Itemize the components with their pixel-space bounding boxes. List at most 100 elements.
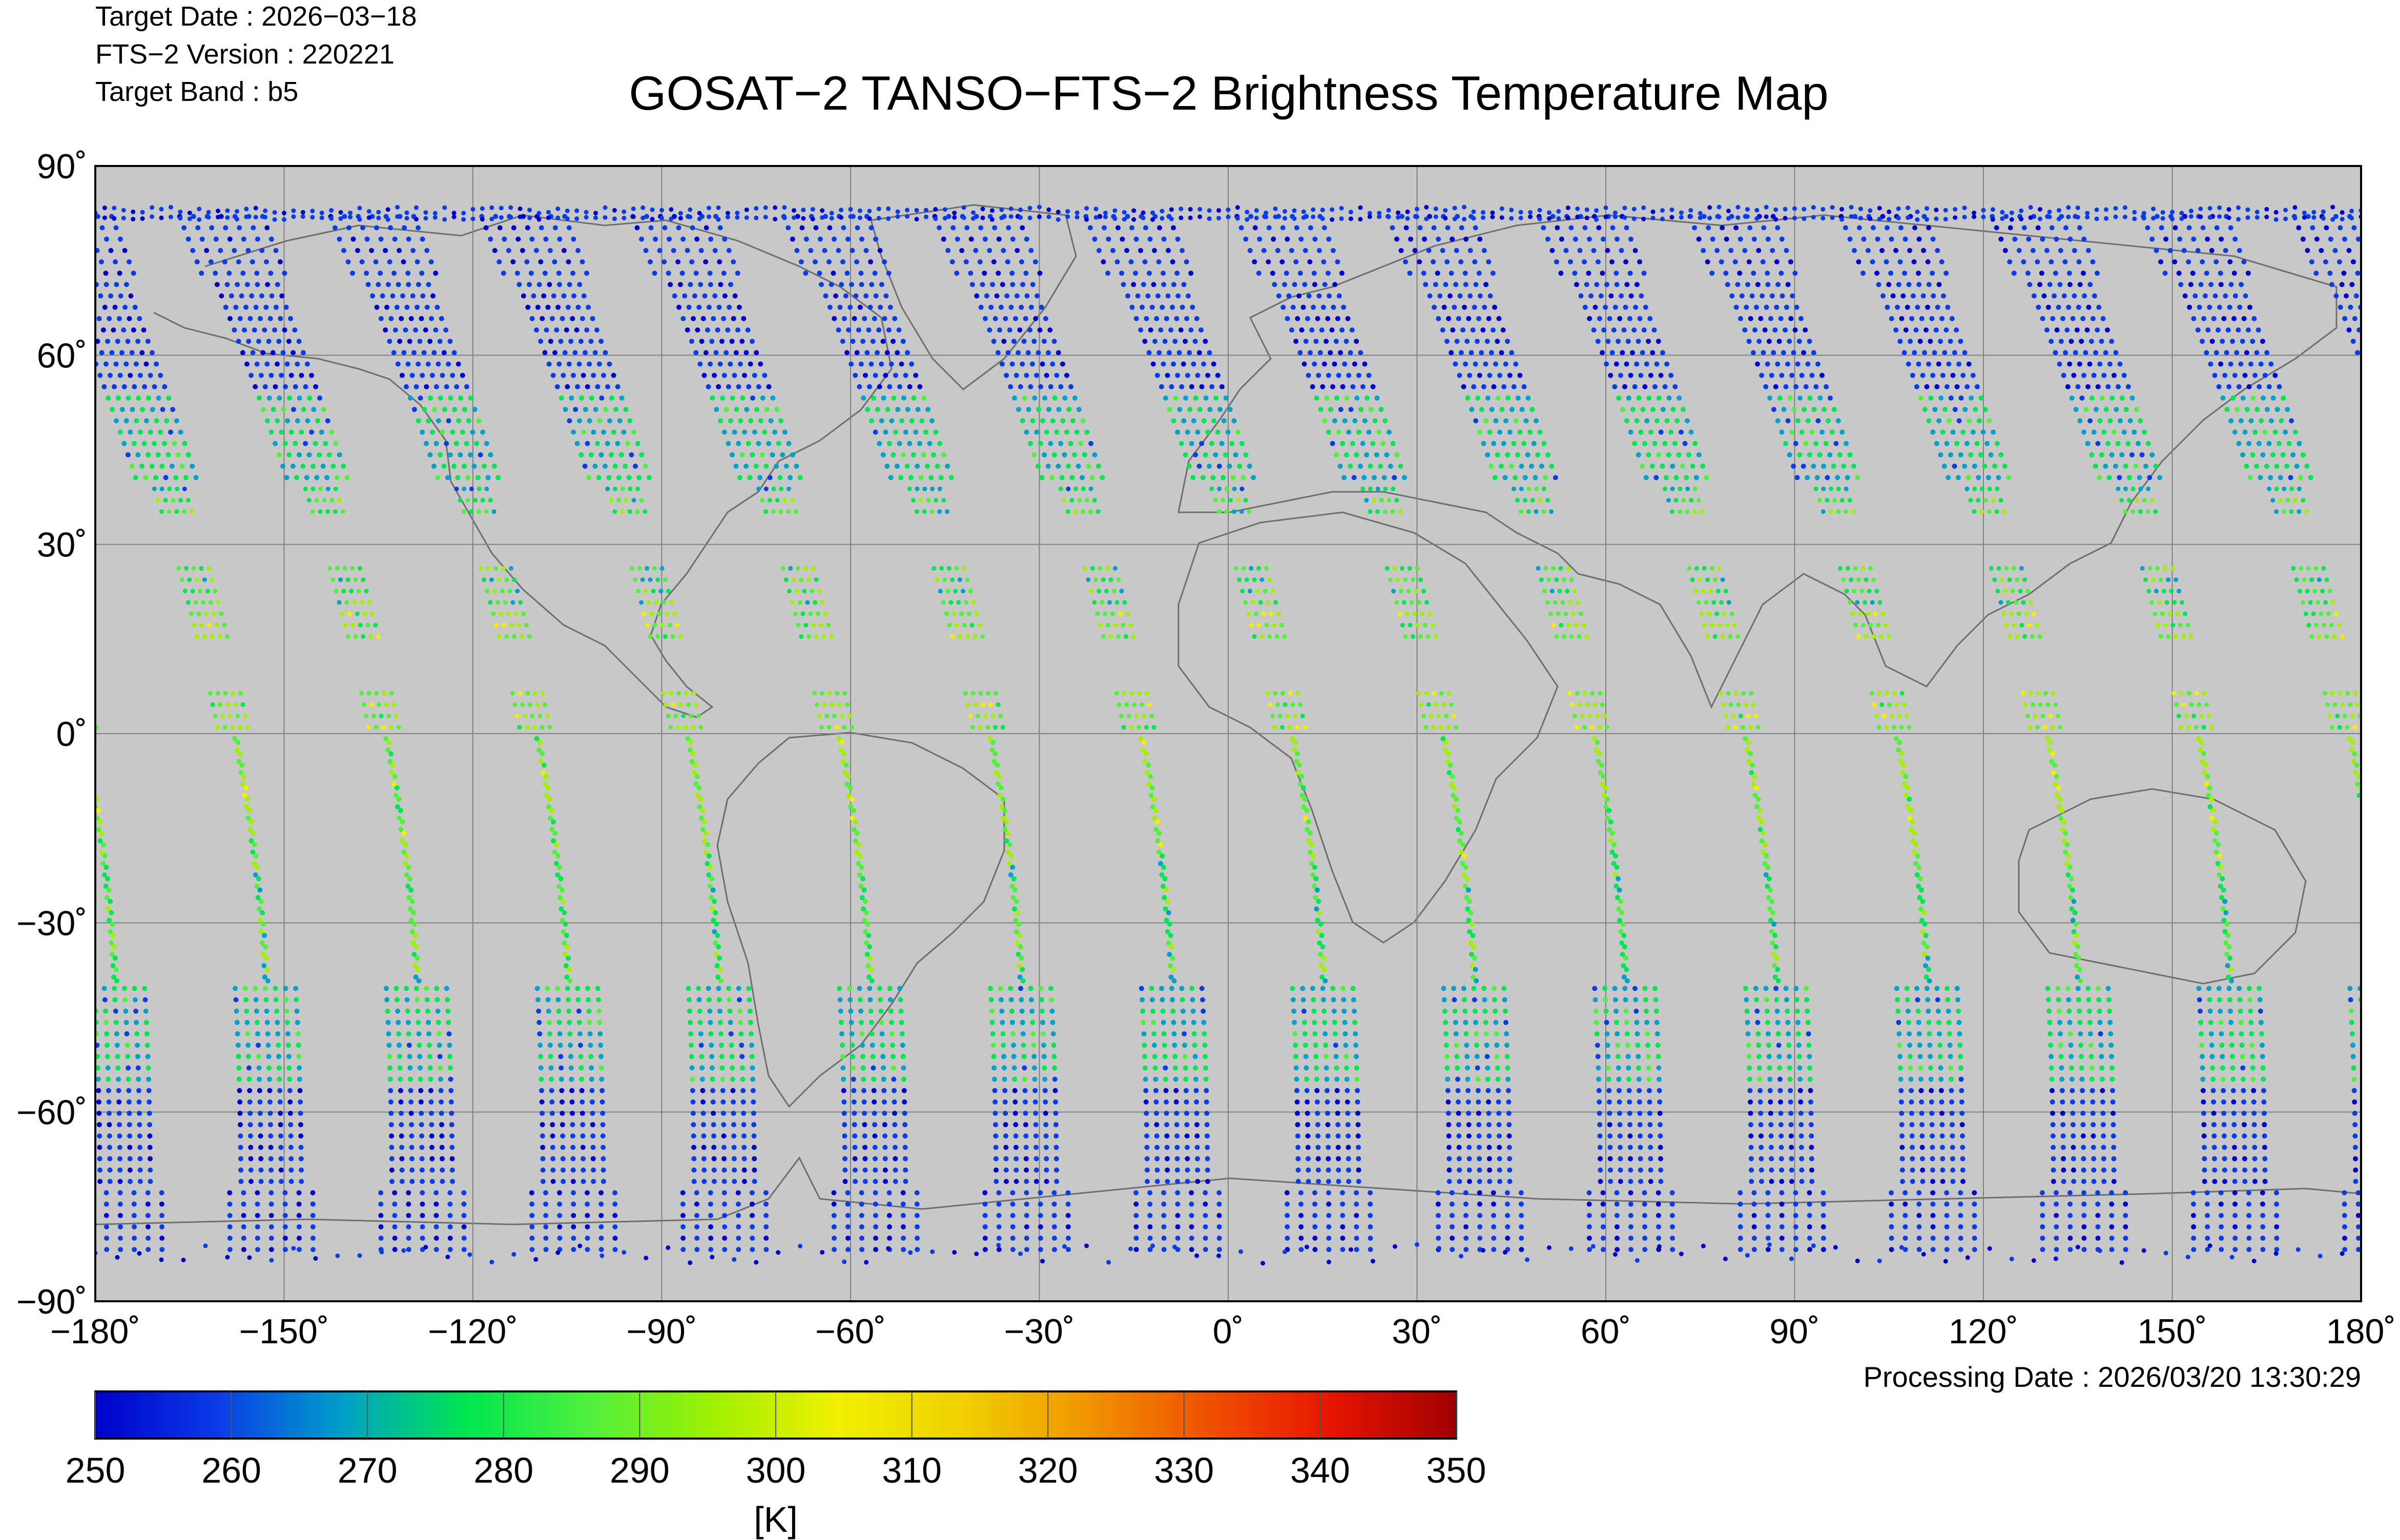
footprint-point xyxy=(503,600,508,605)
footprint-point xyxy=(1452,804,1458,809)
footprint-point xyxy=(1557,589,1562,594)
footprint-point xyxy=(1748,1144,1754,1150)
footprint-point xyxy=(1164,918,1169,923)
footprint-point xyxy=(406,1043,412,1048)
footprint-point xyxy=(1133,1213,1139,1218)
footprint-point xyxy=(1670,1235,1675,1241)
footprint-point xyxy=(538,759,544,764)
footprint-point xyxy=(922,486,927,491)
footprint-point xyxy=(299,429,304,435)
footprint-point xyxy=(1623,1008,1629,1014)
footprint-point xyxy=(275,282,280,287)
footprint-point xyxy=(794,589,799,594)
footprint-point xyxy=(708,1019,713,1025)
footprint-point xyxy=(1092,452,1098,457)
footprint-point xyxy=(1614,1190,1620,1196)
footprint-point xyxy=(1625,339,1631,344)
footprint-point xyxy=(1449,270,1454,276)
footprint-point xyxy=(1306,1156,1311,1161)
footprint-point xyxy=(950,225,956,231)
footprint-point xyxy=(866,974,872,980)
footprint-point xyxy=(570,1133,575,1139)
footprint-point xyxy=(1944,1213,1950,1218)
footprint-point xyxy=(756,384,761,389)
footprint-point xyxy=(1648,1167,1653,1173)
footprint-point xyxy=(1720,634,1725,639)
footprint-point xyxy=(633,577,637,582)
footprint-point xyxy=(1420,611,1425,616)
footprint-point xyxy=(882,1167,888,1173)
footprint-point xyxy=(1411,634,1416,639)
footprint-point xyxy=(1719,600,1724,605)
footprint-point xyxy=(1772,327,1778,333)
footprint-point xyxy=(1320,944,1326,950)
footprint-point xyxy=(736,1224,741,1230)
footprint-point xyxy=(474,441,480,446)
footprint-point xyxy=(915,407,921,412)
footprint-point xyxy=(694,1201,699,1207)
footprint-point xyxy=(595,986,601,991)
footprint-point xyxy=(1010,1224,1016,1230)
footprint-point xyxy=(1019,304,1024,310)
footprint-point xyxy=(1808,1088,1813,1093)
footprint-point xyxy=(601,429,607,435)
footprint-point xyxy=(1785,282,1791,287)
footprint-point xyxy=(994,1167,999,1173)
footprint-point xyxy=(1948,1054,1953,1059)
footprint-point xyxy=(1638,1167,1643,1173)
footprint-point xyxy=(926,498,931,503)
footprint-point xyxy=(1372,475,1377,481)
footprint-point xyxy=(1813,441,1819,446)
footprint-point xyxy=(1285,1213,1290,1218)
footprint-point xyxy=(1807,339,1812,344)
footprint-point xyxy=(790,600,795,605)
footprint-point xyxy=(1723,270,1729,276)
footprint-point xyxy=(901,1065,906,1071)
footprint-point xyxy=(1794,304,1799,310)
footprint-point xyxy=(485,475,491,481)
footprint-point xyxy=(998,714,1003,718)
footprint-point xyxy=(1336,1156,1341,1161)
footprint-point xyxy=(1473,282,1479,287)
footprint-point xyxy=(559,1088,565,1093)
footprint-point xyxy=(446,418,451,424)
footprint-point xyxy=(1114,259,1120,265)
footprint-point xyxy=(1315,1122,1320,1128)
footprint-point xyxy=(1924,986,1930,991)
footprint-point xyxy=(1698,577,1703,582)
footprint-point xyxy=(1614,1213,1620,1218)
footprint-point xyxy=(711,1167,717,1173)
footprint-point xyxy=(1596,759,1601,764)
footprint-point xyxy=(799,577,804,582)
footprint-point xyxy=(541,293,547,299)
footprint-point xyxy=(1656,1201,1661,1207)
footprint-point xyxy=(589,1065,594,1071)
footprint-point xyxy=(1751,270,1756,276)
footprint-point xyxy=(364,589,369,594)
footprint-point xyxy=(750,1201,755,1207)
footprint-point xyxy=(1300,304,1306,310)
footprint-point xyxy=(701,1133,707,1139)
footprint-point xyxy=(1175,1235,1181,1241)
footprint-point xyxy=(836,327,841,333)
footprint-point xyxy=(849,1019,854,1025)
footprint-point xyxy=(430,429,435,435)
footprint-point xyxy=(1673,475,1679,481)
footprint-point xyxy=(1960,1179,1965,1184)
footprint-point xyxy=(873,1167,878,1173)
footprint-point xyxy=(1435,270,1440,276)
footprint-point xyxy=(892,1122,898,1128)
footprint-point xyxy=(937,509,942,514)
footprint-point xyxy=(1920,929,1926,934)
footprint-point xyxy=(1574,622,1579,628)
footprint-point xyxy=(1156,830,1162,836)
footprint-point xyxy=(859,1190,864,1196)
footprint-point xyxy=(252,327,257,333)
footprint-point xyxy=(701,1167,707,1173)
footprint-point xyxy=(1501,441,1506,446)
footprint-point xyxy=(635,509,640,514)
footprint-point xyxy=(1078,441,1084,446)
footprint-point xyxy=(1002,1099,1008,1105)
footprint-point xyxy=(442,407,447,412)
footprint-point xyxy=(586,1008,592,1014)
